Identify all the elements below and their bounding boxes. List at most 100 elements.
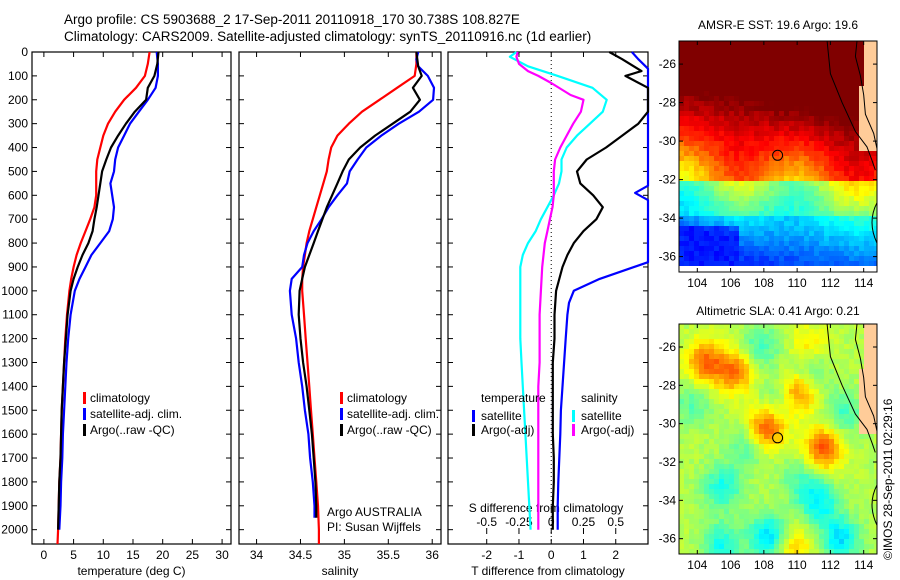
heatmap-cell <box>764 404 769 409</box>
heatmap-cell <box>774 479 779 484</box>
heatmap-cell <box>834 116 839 121</box>
heatmap-cell <box>779 106 784 111</box>
heatmap-cell <box>869 534 874 539</box>
x-tick-label: 35 <box>338 548 352 562</box>
heatmap-cell <box>709 469 714 474</box>
heatmap-cell <box>784 379 789 384</box>
legend-label: Argo(-adj) <box>481 423 534 437</box>
heatmap-cell <box>864 409 869 414</box>
heatmap-cell <box>839 81 844 86</box>
heatmap-cell <box>699 261 704 266</box>
heatmap-cell <box>679 519 684 524</box>
heatmap-cell <box>684 444 689 449</box>
heatmap-cell <box>684 76 689 81</box>
heatmap-cell <box>749 404 754 409</box>
heatmap-cell <box>834 56 839 61</box>
heatmap-cell <box>754 231 759 236</box>
heatmap-cell <box>744 241 749 246</box>
heatmap-cell <box>809 96 814 101</box>
heatmap-cell <box>769 334 774 339</box>
heatmap-cell <box>859 191 864 196</box>
heatmap-cell <box>704 514 709 519</box>
heatmap-cell <box>759 409 764 414</box>
heatmap-cell <box>774 444 779 449</box>
heatmap-cell <box>794 339 799 344</box>
heatmap-cell <box>829 489 834 494</box>
heatmap-cell <box>719 474 724 479</box>
heatmap-cell <box>824 161 829 166</box>
heatmap-cell <box>744 146 749 151</box>
heatmap-cell <box>694 549 699 554</box>
heatmap-cell <box>734 489 739 494</box>
heatmap-cell <box>799 444 804 449</box>
heatmap-cell <box>749 519 754 524</box>
heatmap-cell <box>849 196 854 201</box>
heatmap-cell <box>794 404 799 409</box>
heatmap-cell <box>749 71 754 76</box>
heatmap-cell <box>694 236 699 241</box>
heatmap-cell <box>779 61 784 66</box>
heatmap-cell <box>679 509 684 514</box>
heatmap-cell <box>874 81 877 86</box>
heatmap-cell <box>744 141 749 146</box>
heatmap-cell <box>839 399 844 404</box>
heatmap-cell <box>719 46 724 51</box>
heatmap-cell <box>789 231 794 236</box>
heatmap-cell <box>689 434 694 439</box>
heatmap-cell <box>774 231 779 236</box>
heatmap-cell <box>809 66 814 71</box>
heatmap-cell <box>849 369 854 374</box>
heatmap-cell <box>684 529 689 534</box>
heatmap-cell <box>749 399 754 404</box>
heatmap-cell <box>764 349 769 354</box>
heatmap-cell <box>819 206 824 211</box>
heatmap-cell <box>869 256 874 261</box>
heatmap-cell <box>864 399 869 404</box>
heatmap-cell <box>839 241 844 246</box>
heatmap-cell <box>694 469 699 474</box>
heatmap-cell <box>694 434 699 439</box>
heatmap-cell <box>809 236 814 241</box>
heatmap-cell <box>844 499 849 504</box>
heatmap-cell <box>814 354 819 359</box>
legend-swatch <box>83 392 86 404</box>
heatmap-cell <box>839 91 844 96</box>
heatmap-cell <box>774 211 779 216</box>
heatmap-cell <box>784 434 789 439</box>
heatmap-cell <box>784 499 789 504</box>
heatmap-cell <box>729 369 734 374</box>
heatmap-cell <box>774 61 779 66</box>
heatmap-cell <box>854 116 859 121</box>
heatmap-cell <box>684 96 689 101</box>
heatmap-cell <box>814 266 819 271</box>
heatmap-cell <box>734 454 739 459</box>
heatmap-cell <box>764 101 769 106</box>
heatmap-cell <box>759 479 764 484</box>
heatmap-cell <box>709 509 714 514</box>
heatmap-cell <box>794 329 799 334</box>
heatmap-cell <box>864 96 869 101</box>
heatmap-cell <box>749 414 754 419</box>
heatmap-cell <box>704 51 709 56</box>
heatmap-cell <box>809 176 814 181</box>
heatmap-cell <box>789 216 794 221</box>
heatmap-cell <box>744 479 749 484</box>
heatmap-cell <box>774 379 779 384</box>
heatmap-cell <box>704 404 709 409</box>
heatmap-cell <box>679 81 684 86</box>
heatmap-cell <box>829 231 834 236</box>
heatmap-cell <box>769 464 774 469</box>
heatmap-cell <box>844 176 849 181</box>
heatmap-cell <box>844 429 849 434</box>
heatmap-cell <box>714 236 719 241</box>
heatmap-cell <box>759 206 764 211</box>
heatmap-cell <box>839 46 844 51</box>
heatmap-cell <box>704 349 709 354</box>
heatmap-cell <box>754 111 759 116</box>
heatmap-cell <box>839 494 844 499</box>
heatmap-cell <box>709 186 714 191</box>
x-tick-label: 112 <box>821 276 840 290</box>
heatmap-cell <box>834 384 839 389</box>
heatmap-cell <box>704 424 709 429</box>
heatmap-cell <box>714 364 719 369</box>
